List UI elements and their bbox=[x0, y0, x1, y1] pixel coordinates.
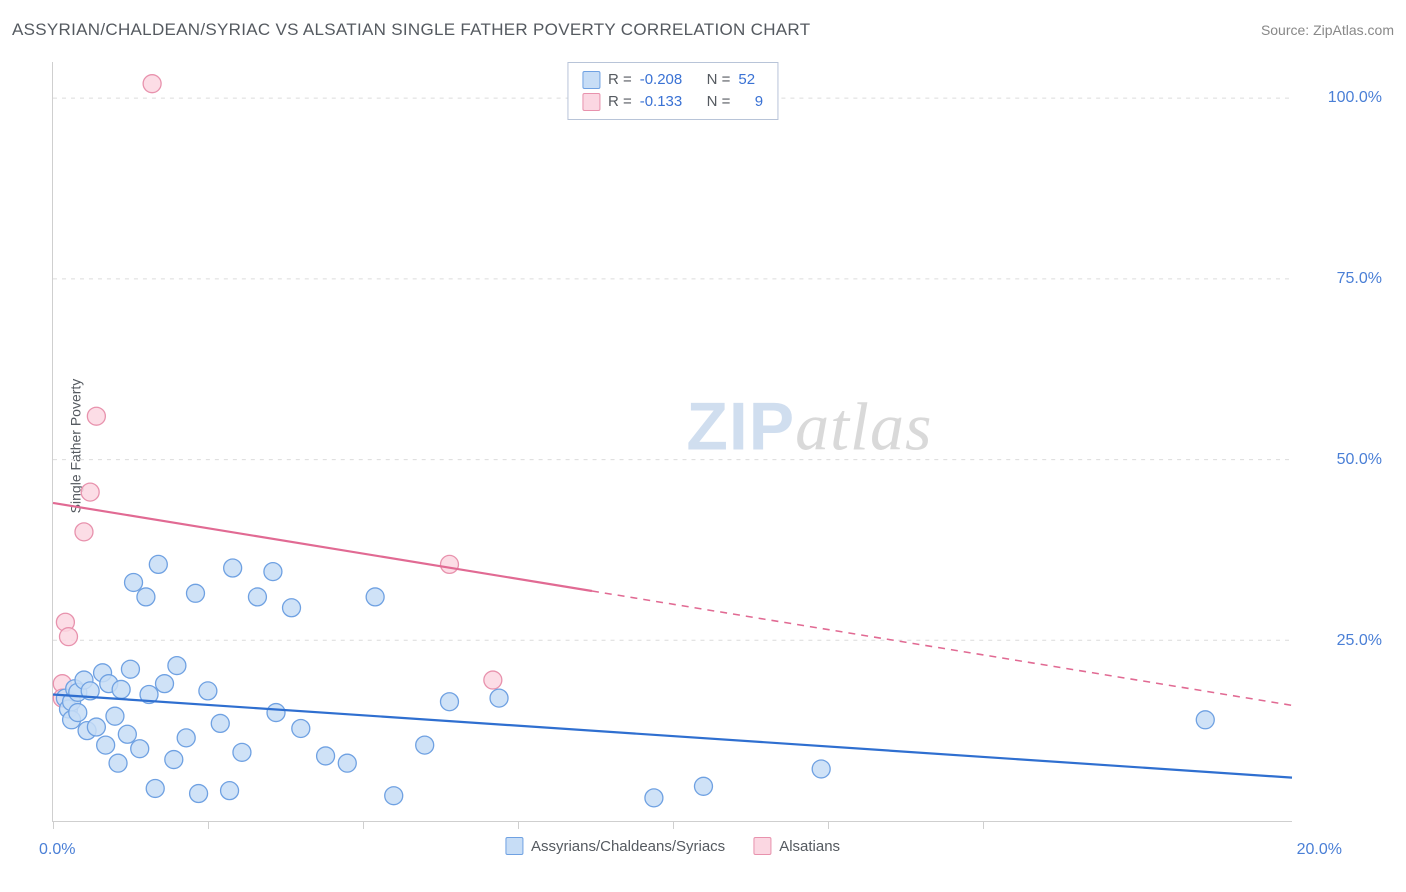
series-legend: Assyrians/Chaldeans/Syriacs Alsatians bbox=[505, 837, 840, 855]
swatch-alsatians bbox=[582, 93, 600, 111]
x-tick bbox=[53, 821, 54, 829]
y-tick-label: 25.0% bbox=[1337, 632, 1382, 650]
x-tick bbox=[518, 821, 519, 829]
x-max-label: 20.0% bbox=[1297, 841, 1342, 859]
legend-item-alsatians: Alsatians bbox=[753, 837, 840, 855]
n-label: N = bbox=[707, 91, 731, 113]
x-tick bbox=[983, 821, 984, 829]
chart-header: ASSYRIAN/CHALDEAN/SYRIAC VS ALSATIAN SIN… bbox=[12, 20, 1394, 40]
x-tick bbox=[363, 821, 364, 829]
swatch-assyrians bbox=[582, 71, 600, 89]
x-tick bbox=[828, 821, 829, 829]
y-tick-label: 100.0% bbox=[1328, 89, 1382, 107]
swatch-assyrians bbox=[505, 837, 523, 855]
correlation-legend: R = -0.208 N = 52 R = -0.133 N = 9 bbox=[567, 62, 778, 120]
plot-area: ZIPatlas R = -0.208 N = 52 R = -0.133 N … bbox=[52, 62, 1292, 822]
legend-label-assyrians: Assyrians/Chaldeans/Syriacs bbox=[531, 838, 725, 855]
legend-item-assyrians: Assyrians/Chaldeans/Syriacs bbox=[505, 837, 725, 855]
r-value-alsatians: -0.133 bbox=[640, 91, 683, 113]
n-value-assyrians: 52 bbox=[738, 69, 755, 91]
legend-label-alsatians: Alsatians bbox=[779, 838, 840, 855]
chart-svg bbox=[53, 62, 1292, 821]
x-min-label: 0.0% bbox=[39, 841, 75, 859]
swatch-alsatians bbox=[753, 837, 771, 855]
y-tick-label: 75.0% bbox=[1337, 270, 1382, 288]
x-tick bbox=[208, 821, 209, 829]
legend-row-assyrians: R = -0.208 N = 52 bbox=[582, 69, 763, 91]
legend-row-alsatians: R = -0.133 N = 9 bbox=[582, 91, 763, 113]
r-label: R = bbox=[608, 91, 632, 113]
chart-source: Source: ZipAtlas.com bbox=[1261, 22, 1394, 38]
r-value-assyrians: -0.208 bbox=[640, 69, 683, 91]
chart-title: ASSYRIAN/CHALDEAN/SYRIAC VS ALSATIAN SIN… bbox=[12, 20, 810, 40]
y-tick-label: 50.0% bbox=[1337, 451, 1382, 469]
r-label: R = bbox=[608, 69, 632, 91]
n-label: N = bbox=[707, 69, 731, 91]
x-tick bbox=[673, 821, 674, 829]
n-value-alsatians: 9 bbox=[755, 91, 763, 113]
